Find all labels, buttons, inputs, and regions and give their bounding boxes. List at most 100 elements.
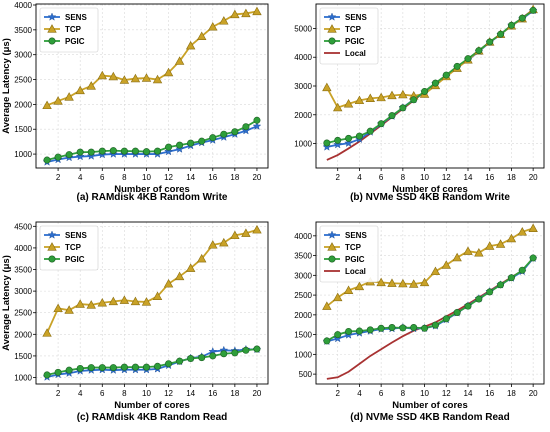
data-point-sens (164, 147, 173, 156)
data-point-tcp (495, 239, 506, 248)
data-point-tcp (419, 277, 430, 287)
x-tick-label: 8 (401, 389, 406, 398)
legend-marker-sens (327, 12, 337, 21)
data-point-tcp (230, 9, 240, 19)
data-point-pgic (518, 266, 526, 274)
data-point-pgic (507, 21, 515, 29)
data-point-tcp (474, 248, 484, 257)
data-point-pgic (486, 288, 494, 296)
data-point-tcp (152, 291, 163, 300)
data-point-pgic (399, 104, 407, 112)
x-tick-label: 20 (529, 389, 538, 398)
data-point-tcp (163, 278, 174, 288)
chart-panel-2: 2 4 6 8 10 12 14 16 18 20 1000 2000 3000 4000 5000 Numb… (294, 3, 545, 203)
panel-caption: (d) NVMe SSD 4KB Random Read (350, 412, 509, 423)
data-point-tcp (322, 301, 332, 310)
x-tick-label: 10 (420, 173, 429, 182)
x-tick-label: 14 (186, 173, 195, 182)
legend: SENS TCP PGIC Local (319, 7, 379, 65)
data-point-pgic (76, 364, 84, 372)
data-point-tcp (219, 237, 229, 247)
y-tick-label: 2500 (294, 291, 312, 300)
data-point-tcp (506, 233, 517, 243)
legend-label-tcp: TCP (345, 25, 362, 34)
x-tick-label: 4 (357, 173, 362, 182)
data-point-sens (333, 333, 343, 343)
data-point-pgic (131, 363, 139, 371)
data-point-tcp (197, 253, 207, 263)
data-point-tcp (86, 81, 96, 90)
data-point-tcp (333, 102, 343, 112)
x-tick-label: 18 (230, 173, 239, 182)
legend-label-pgic: PGIC (345, 37, 365, 46)
y-tick-label: 2000 (14, 100, 32, 109)
data-point-pgic (198, 354, 206, 362)
data-point-sens (344, 138, 353, 147)
data-point-pgic (220, 130, 228, 138)
data-point-tcp (230, 230, 240, 240)
y-axis-label: Average Latency (μs) (1, 38, 12, 134)
x-tick-label: 6 (379, 389, 384, 398)
x-tick-label: 14 (186, 389, 195, 398)
data-point-tcp (42, 328, 52, 337)
data-point-pgic (355, 132, 363, 140)
data-point-tcp (252, 224, 262, 234)
data-point-pgic (377, 324, 385, 332)
data-point-pgic (334, 136, 342, 144)
y-tick-label: 1000 (294, 140, 312, 149)
data-point-tcp (97, 297, 107, 307)
x-axis-label: Number of cores (392, 184, 468, 195)
x-tick-label: 8 (122, 173, 127, 182)
data-point-pgic (131, 147, 139, 155)
data-point-pgic (165, 143, 173, 151)
data-point-tcp (452, 252, 462, 262)
y-tick-label: 3500 (14, 26, 32, 35)
legend-marker-pgic (328, 255, 336, 263)
data-point-pgic (253, 116, 261, 124)
x-tick-label: 12 (442, 173, 451, 182)
x-tick-label: 8 (401, 173, 406, 182)
y-tick-label: 5000 (294, 24, 312, 33)
data-point-pgic (43, 156, 51, 164)
data-point-tcp (208, 22, 218, 31)
x-axis-label: Number of cores (114, 184, 190, 195)
data-point-tcp (241, 8, 251, 18)
data-point-tcp (130, 73, 141, 83)
data-point-pgic (453, 308, 461, 316)
data-point-pgic (345, 327, 353, 335)
data-point-pgic (98, 364, 106, 372)
data-point-pgic (54, 153, 62, 161)
data-point-tcp (528, 223, 538, 232)
data-point-pgic (87, 364, 95, 372)
x-tick-label: 6 (100, 389, 105, 398)
data-point-tcp (398, 278, 408, 288)
data-point-pgic (431, 321, 439, 329)
data-point-tcp (185, 40, 196, 50)
data-point-tcp (53, 303, 63, 313)
legend-marker-pgic (48, 255, 56, 263)
data-point-tcp (354, 281, 365, 291)
data-point-pgic (165, 360, 173, 368)
data-point-sens (175, 144, 184, 153)
data-point-tcp (252, 6, 262, 16)
data-point-pgic (109, 147, 117, 155)
x-tick-label: 14 (464, 389, 473, 398)
data-point-pgic (442, 71, 450, 79)
legend-label-local: Local (345, 49, 366, 58)
data-point-tcp (174, 56, 185, 65)
x-tick-label: 12 (164, 389, 173, 398)
x-tick-label: 2 (335, 389, 340, 398)
y-tick-label: 2000 (294, 311, 312, 320)
legend-label-local: Local (345, 267, 366, 276)
legend-label-tcp: TCP (65, 243, 82, 252)
data-point-tcp (387, 90, 397, 100)
y-tick-label: 1500 (14, 352, 32, 361)
data-point-pgic (323, 139, 331, 147)
data-point-pgic (410, 96, 418, 104)
legend-label-tcp: TCP (65, 25, 82, 34)
y-tick-label: 4000 (14, 1, 32, 10)
legend: SENS TCP PGIC Local (319, 225, 379, 283)
x-tick-label: 16 (208, 173, 217, 182)
legend-label-pgic: PGIC (65, 37, 85, 46)
